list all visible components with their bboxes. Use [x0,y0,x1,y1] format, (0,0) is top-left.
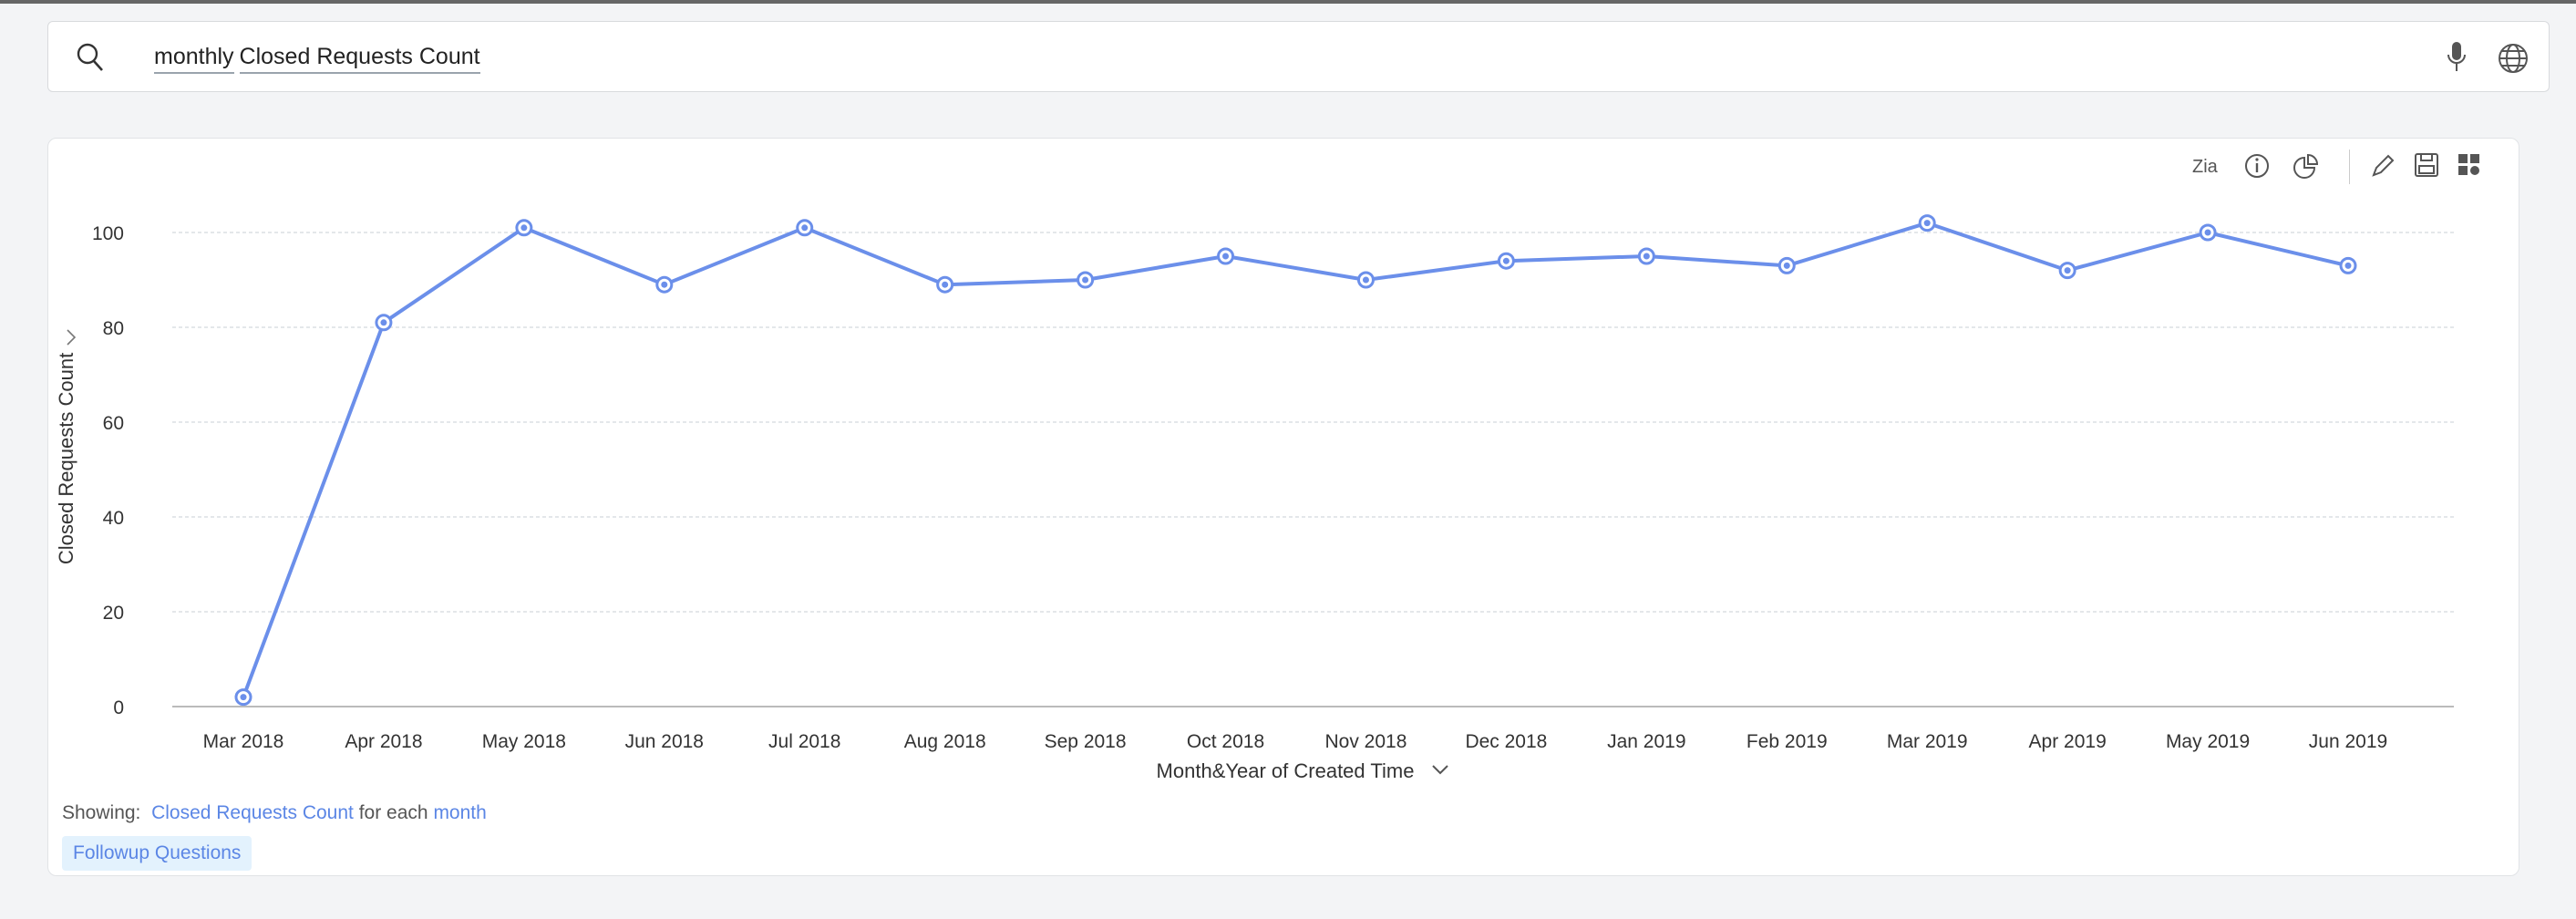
y-axis-title: Closed Requests Count [55,353,77,564]
dimension-link[interactable]: month [433,802,487,823]
showing-label: Showing: [62,802,141,823]
data-point-center [2344,262,2352,269]
data-point-center [1923,220,1931,227]
add-widget-icon[interactable] [2457,152,2482,178]
y-tick-label: 0 [113,697,124,718]
svg-text:Zia: Zia [2192,157,2219,177]
save-icon[interactable] [2413,151,2440,179]
data-point-center [1362,276,1369,284]
y-axis-chevron-icon [67,329,77,346]
data-point-center [1643,253,1650,260]
data-point-center [520,224,528,232]
x-tick-label: May 2019 [2166,731,2250,752]
data-point-center [801,224,809,232]
info-icon[interactable] [2243,152,2271,180]
showing-summary: Showing: Closed Requests Count for each … [62,802,487,824]
series-line [242,221,2349,698]
y-tick-label: 60 [103,413,124,434]
measure-link[interactable]: Closed Requests Count [151,802,354,823]
search-token[interactable]: Closed Requests Count [239,44,480,74]
data-point-center [942,281,949,288]
globe-icon[interactable] [2497,42,2530,75]
x-axis-title: Month&Year of Created Time [1157,759,1415,782]
data-point-center [2064,267,2071,274]
x-tick-label: Mar 2018 [203,731,284,752]
x-tick-label: Jul 2018 [768,731,840,752]
toolbar-divider [2349,150,2350,184]
x-tick-label: Mar 2019 [1887,731,1968,752]
search-token[interactable]: monthly [154,44,234,74]
x-tick-label: Apr 2019 [2029,731,2107,752]
y-tick-label: 20 [103,603,124,624]
data-point-center [1783,262,1790,269]
x-tick-label: Jan 2019 [1607,731,1685,752]
zia-icon[interactable]: Zia [2192,152,2229,180]
data-point-center [661,281,668,288]
x-tick-label: Jun 2018 [625,731,704,752]
data-point-center [2204,229,2211,236]
x-tick-label: Aug 2018 [904,731,986,752]
x-axis-chevron-icon [1432,765,1448,775]
y-tick-label: 100 [92,223,124,244]
x-tick-label: Jun 2019 [2309,731,2387,752]
search-query[interactable]: monthly Closed Requests Count [154,44,480,74]
window-top-bar [0,0,2576,4]
x-tick-label: Sep 2018 [1045,731,1127,752]
data-point-center [1502,257,1510,264]
data-point-center [1222,253,1230,260]
pencil-icon[interactable] [2369,152,2396,180]
microphone-icon[interactable] [2446,40,2468,75]
y-tick-label: 80 [103,318,124,339]
x-tick-label: Oct 2018 [1187,731,1264,752]
search-icon [77,43,103,71]
x-tick-label: Apr 2018 [345,731,422,752]
pie-chart-icon[interactable] [2293,152,2320,180]
data-point-center [380,319,387,326]
y-tick-label: 40 [103,508,124,529]
search-bar[interactable]: monthly Closed Requests Count [47,21,2550,92]
data-point-center [1082,276,1089,284]
followup-questions-button[interactable]: Followup Questions [62,836,252,871]
data-point-center [240,694,247,701]
for-each-text: for each [358,802,428,823]
x-tick-label: Feb 2019 [1747,731,1828,752]
x-tick-label: Nov 2018 [1325,731,1407,752]
x-tick-label: Dec 2018 [1465,731,1547,752]
x-tick-label: May 2018 [482,731,566,752]
